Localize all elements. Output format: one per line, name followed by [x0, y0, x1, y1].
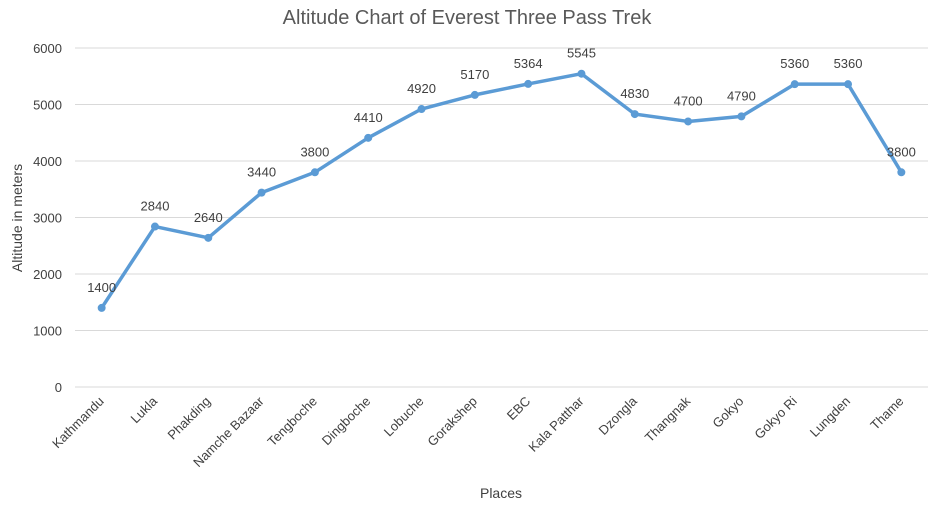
x-tick-label: EBC	[504, 394, 534, 424]
x-tick-label: Lukla	[128, 393, 161, 426]
y-axis-ticks: 0 1000 2000 3000 4000 5000 6000	[33, 41, 62, 395]
data-label: 1400	[87, 280, 116, 295]
data-label: 4700	[674, 93, 703, 108]
x-tick-label: Kathmandu	[49, 394, 107, 452]
data-label: 3800	[300, 144, 329, 159]
y-tick-label: 3000	[33, 211, 62, 226]
data-label: 5360	[834, 56, 863, 71]
data-point	[97, 303, 106, 312]
gridlines	[75, 47, 928, 388]
data-point	[417, 105, 426, 114]
data-point	[257, 188, 266, 197]
x-tick-label: Thame	[867, 394, 906, 433]
y-tick-label: 5000	[33, 98, 62, 113]
data-point	[150, 222, 159, 231]
x-tick-label: Lobuche	[381, 394, 427, 440]
data-point	[204, 233, 213, 242]
data-point	[737, 112, 746, 121]
data-label: 2840	[141, 199, 170, 214]
x-tick-label: Lungden	[807, 394, 853, 440]
x-tick-label: Thangnak	[642, 393, 694, 445]
data-point	[897, 168, 906, 177]
data-label: 5360	[780, 56, 809, 71]
x-tick-label: Gorakshep	[424, 394, 480, 450]
x-tick-label: Tengboche	[264, 394, 320, 450]
y-axis-title: Altitude in meters	[9, 164, 25, 272]
chart-title: Altitude Chart of Everest Three Pass Tre…	[283, 7, 653, 29]
series-altitude	[97, 69, 906, 312]
y-tick-label: 2000	[33, 267, 62, 282]
data-point	[790, 80, 799, 89]
x-tick-label: Kala Patthar	[525, 393, 587, 455]
data-label: 4920	[407, 81, 436, 96]
data-point	[577, 69, 586, 78]
x-tick-label: Dingboche	[319, 394, 374, 449]
x-tick-label: Phakding	[164, 394, 213, 443]
x-tick-label: Dzongla	[596, 393, 641, 438]
data-label: 5364	[514, 56, 543, 71]
data-label: 4790	[727, 88, 756, 103]
x-axis-title: Places	[480, 485, 522, 501]
x-tick-label: Gokyo Ri	[751, 393, 799, 441]
x-tick-label: Gokyo	[709, 394, 746, 431]
y-tick-label: 0	[55, 380, 62, 395]
data-point	[310, 168, 319, 177]
y-tick-label: 6000	[33, 41, 62, 56]
data-labels: 1400 2840 2640 3440 3800 4410 4920 5170 5364 5545…	[87, 46, 916, 295]
data-label: 5545	[567, 46, 596, 61]
data-label: 4830	[620, 86, 649, 101]
data-point	[470, 90, 479, 99]
y-tick-label: 4000	[33, 154, 62, 169]
series-line	[99, 71, 904, 310]
y-tick-label: 1000	[33, 324, 62, 339]
data-point	[684, 117, 693, 126]
data-point	[844, 80, 853, 89]
data-label: 3800	[887, 144, 916, 159]
data-label: 4410	[354, 110, 383, 125]
data-point	[524, 79, 533, 88]
data-label: 3440	[247, 165, 276, 180]
data-label: 5170	[460, 67, 489, 82]
data-point	[364, 133, 373, 142]
data-label: 2640	[194, 210, 223, 225]
data-point	[630, 110, 639, 119]
